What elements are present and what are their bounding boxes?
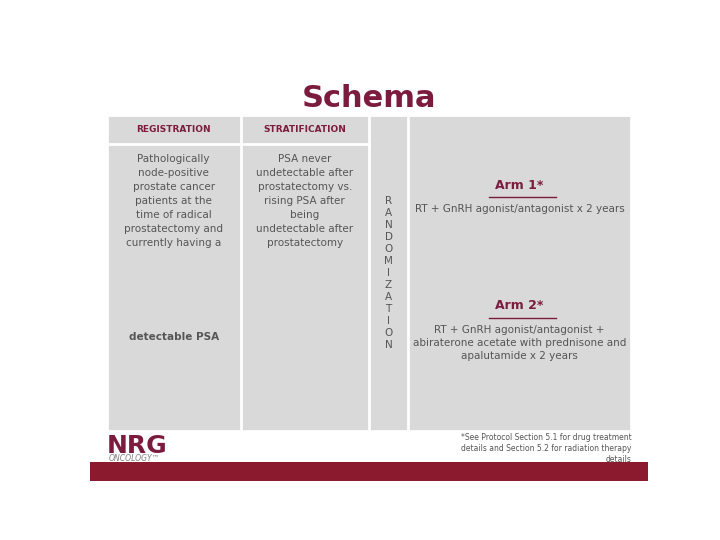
Bar: [107, 114, 631, 431]
Text: Arm 2*: Arm 2*: [495, 300, 544, 313]
Text: Schema: Schema: [302, 84, 436, 112]
Text: RT + GnRH agonist/antagonist +
abiraterone acetate with prednisone and
apalutami: RT + GnRH agonist/antagonist + abiratero…: [413, 325, 626, 361]
Text: PSA never
undetectable after
prostatectomy vs.
rising PSA after
being
undetectab: PSA never undetectable after prostatecto…: [256, 154, 354, 248]
Text: detectable PSA: detectable PSA: [129, 332, 219, 342]
Text: Arm 1*: Arm 1*: [495, 179, 544, 192]
Text: Pathologically
node-positive
prostate cancer
patients at the
time of radical
pro: Pathologically node-positive prostate ca…: [125, 154, 223, 248]
Text: ONCOLOGY™: ONCOLOGY™: [109, 454, 160, 463]
Text: REGISTRATION: REGISTRATION: [136, 125, 211, 134]
Text: NRG: NRG: [107, 434, 168, 457]
Text: *See Protocol Section 5.1 for drug treatment
details and Section 5.2 for radiati: *See Protocol Section 5.1 for drug treat…: [461, 433, 631, 464]
Bar: [90, 462, 648, 481]
Text: STRATIFICATION: STRATIFICATION: [264, 125, 346, 134]
Text: R
A
N
D
O
M
I
Z
A
T
I
O
N: R A N D O M I Z A T I O N: [384, 195, 393, 350]
Text: RT + GnRH agonist/antagonist x 2 years: RT + GnRH agonist/antagonist x 2 years: [415, 204, 624, 214]
